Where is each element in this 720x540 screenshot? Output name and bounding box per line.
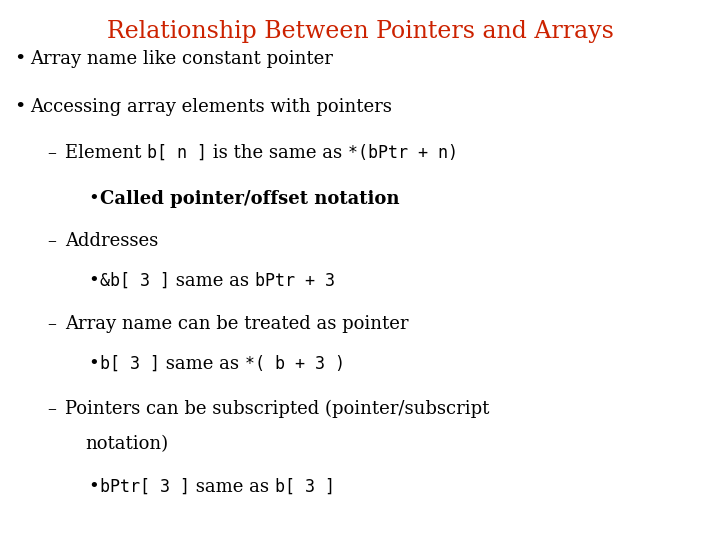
Text: –: – bbox=[47, 144, 56, 162]
Text: b[ 3 ]: b[ 3 ] bbox=[100, 355, 160, 373]
Text: Element: Element bbox=[65, 144, 147, 162]
Text: &b[ 3 ]: &b[ 3 ] bbox=[100, 272, 170, 290]
Text: Array name like constant pointer: Array name like constant pointer bbox=[30, 50, 333, 68]
Text: bPtr + 3: bPtr + 3 bbox=[255, 272, 335, 290]
Text: •: • bbox=[88, 272, 99, 290]
Text: •: • bbox=[88, 190, 99, 208]
Text: Array name can be treated as pointer: Array name can be treated as pointer bbox=[65, 315, 408, 333]
Text: same as: same as bbox=[170, 272, 255, 290]
Text: bPtr[ 3 ]: bPtr[ 3 ] bbox=[100, 478, 190, 496]
Text: *( b + 3 ): *( b + 3 ) bbox=[245, 355, 345, 373]
Text: •: • bbox=[88, 478, 99, 496]
Text: Pointers can be subscripted (pointer/subscript: Pointers can be subscripted (pointer/sub… bbox=[65, 400, 490, 418]
Text: –: – bbox=[47, 232, 56, 250]
Text: same as: same as bbox=[190, 478, 275, 496]
Text: b[ 3 ]: b[ 3 ] bbox=[275, 478, 335, 496]
Text: •: • bbox=[14, 98, 25, 116]
Text: •: • bbox=[14, 50, 25, 68]
Text: •: • bbox=[88, 355, 99, 373]
Text: notation): notation) bbox=[85, 435, 168, 453]
Text: Addresses: Addresses bbox=[65, 232, 158, 250]
Text: Relationship Between Pointers and Arrays: Relationship Between Pointers and Arrays bbox=[107, 20, 613, 43]
Text: –: – bbox=[47, 315, 56, 333]
Text: same as: same as bbox=[160, 355, 245, 373]
Text: b[ n ]: b[ n ] bbox=[147, 144, 207, 162]
Text: –: – bbox=[47, 400, 56, 418]
Text: Called pointer/offset notation: Called pointer/offset notation bbox=[100, 190, 400, 208]
Text: is the same as: is the same as bbox=[207, 144, 348, 162]
Text: Accessing array elements with pointers: Accessing array elements with pointers bbox=[30, 98, 392, 116]
Text: *(bPtr + n): *(bPtr + n) bbox=[348, 144, 458, 162]
